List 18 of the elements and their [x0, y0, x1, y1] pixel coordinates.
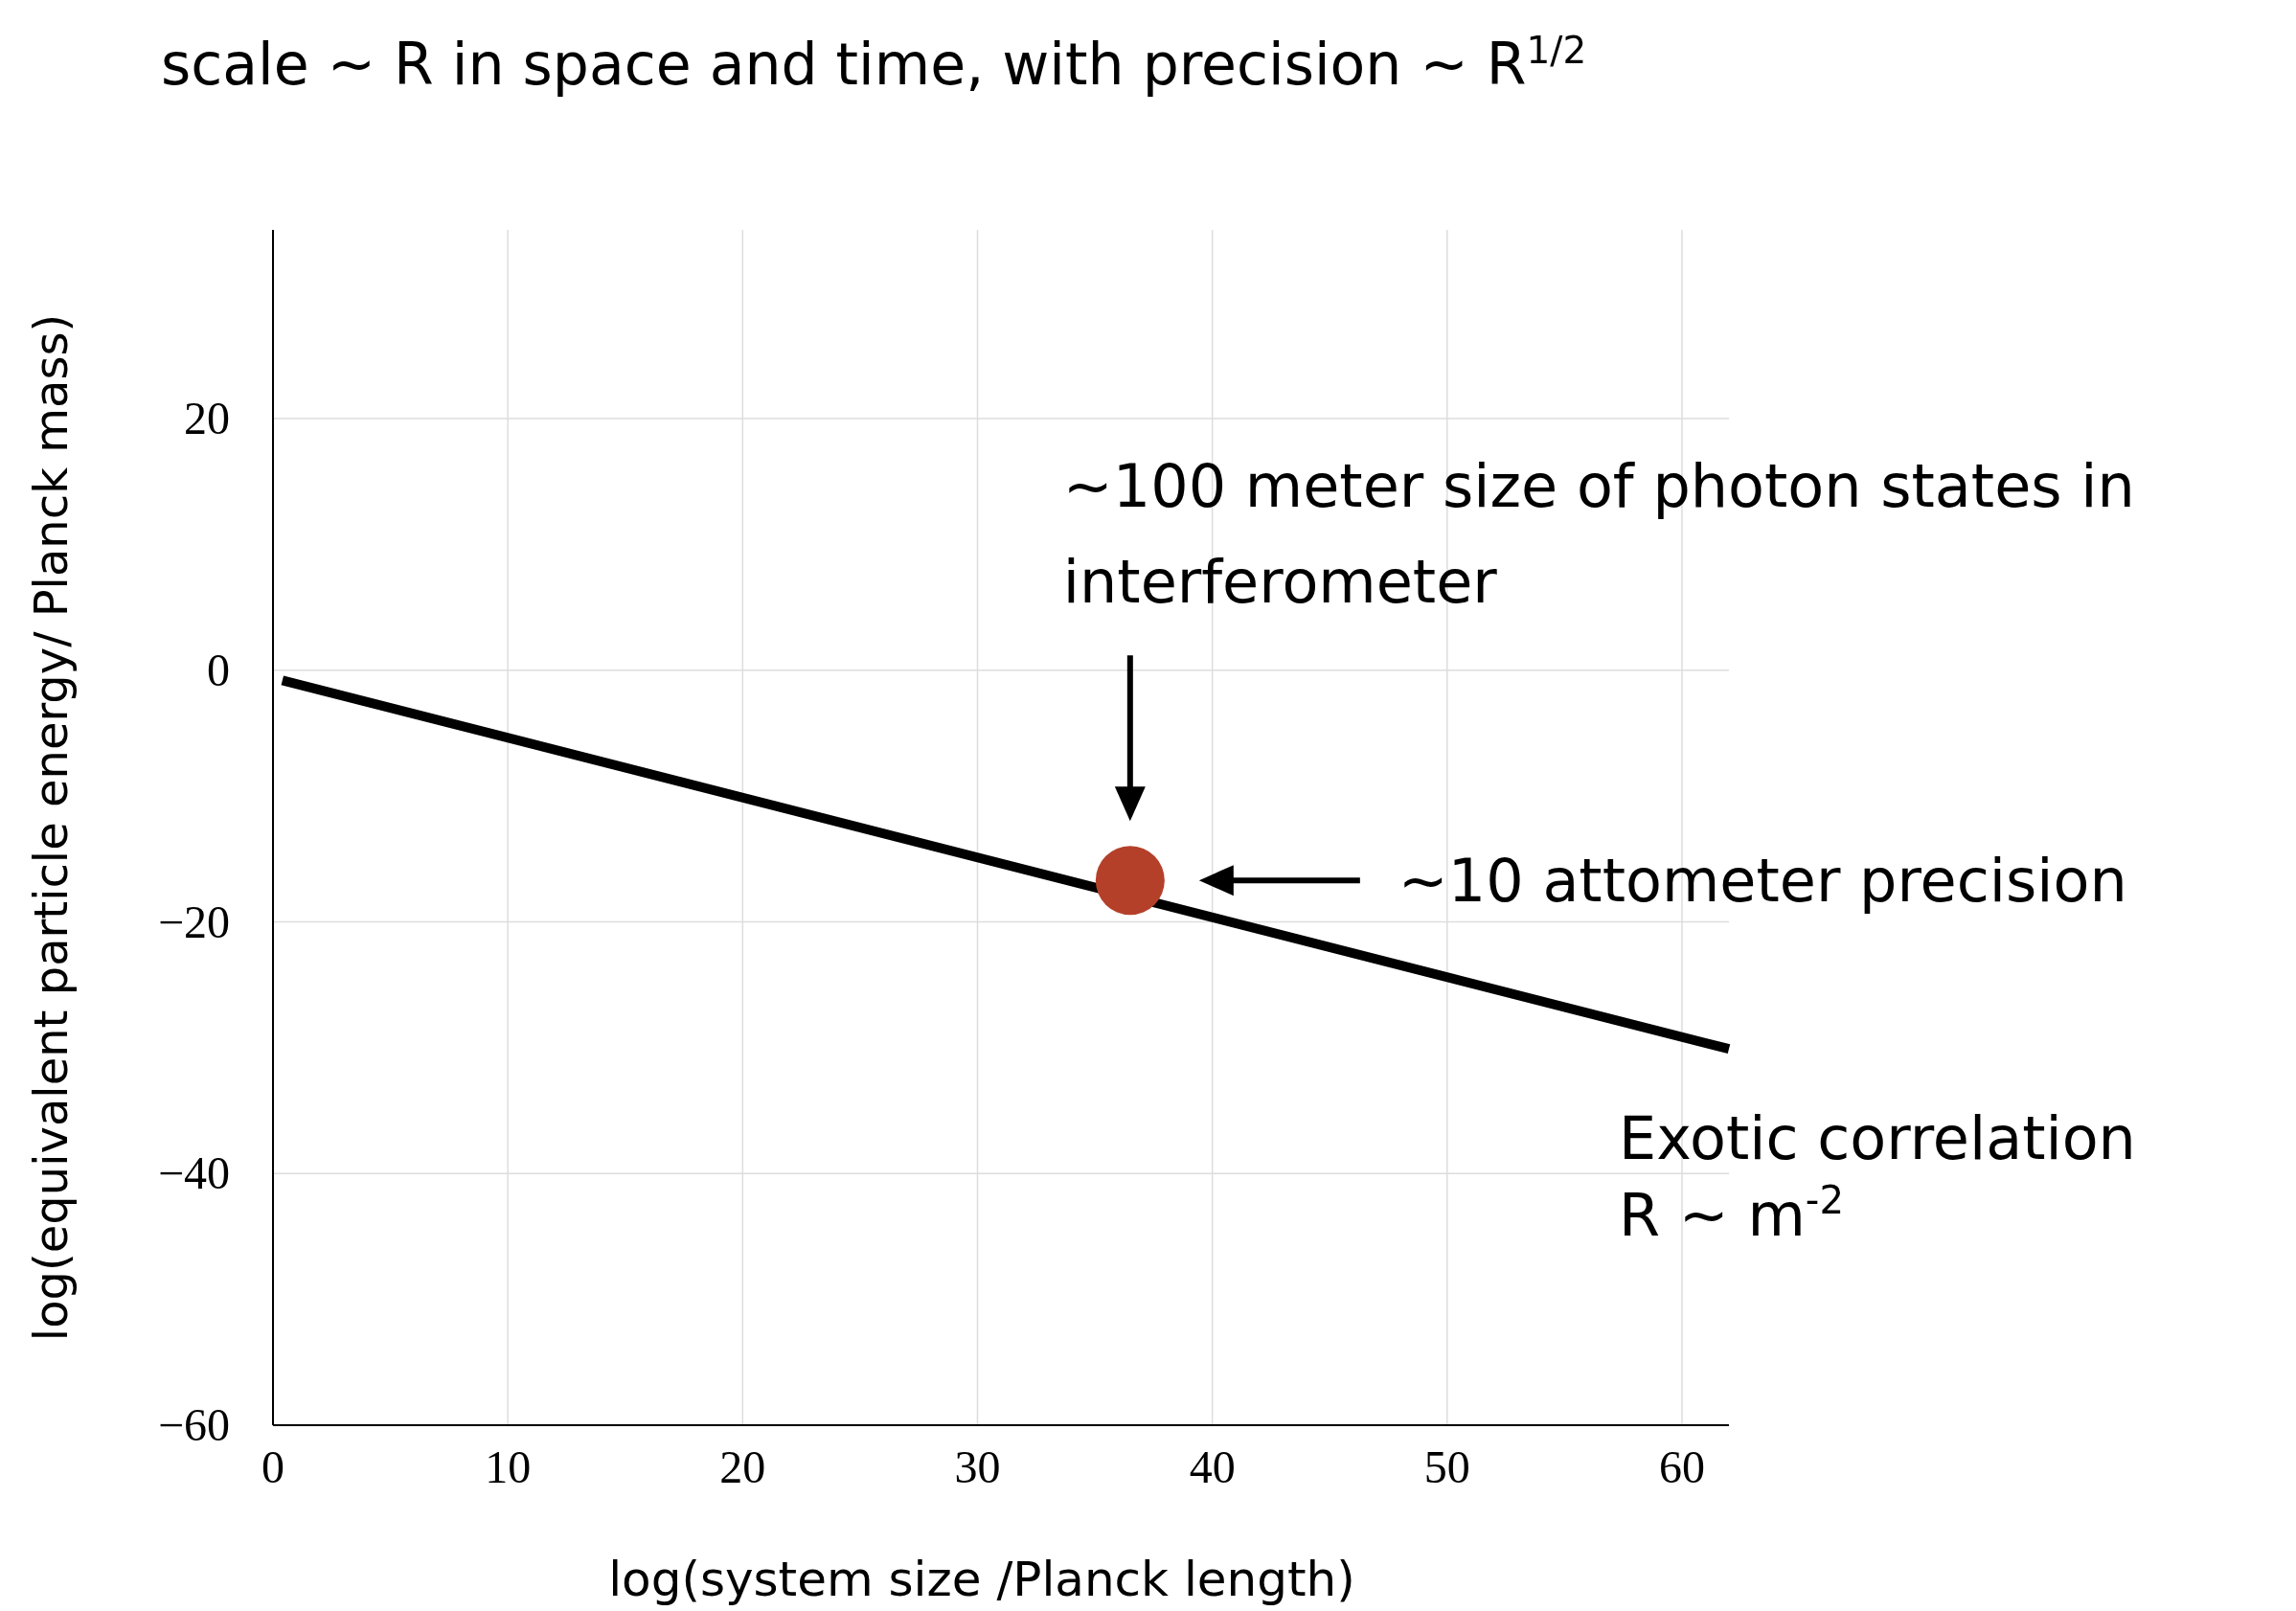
x-tick-label: 30	[954, 1441, 1001, 1492]
annotation: ~100 meter size of photon states in interferometer	[1062, 451, 2135, 618]
y-axis-title: log(equivalent particle energy/ Planck mass)	[24, 313, 78, 1342]
x-tick-label: 60	[1658, 1441, 1705, 1492]
x-tick-label: 40	[1189, 1441, 1236, 1492]
x-tick-label: 10	[485, 1441, 532, 1492]
x-tick-label: 50	[1423, 1441, 1470, 1492]
x-axis-title: log(system size /Planck length)	[608, 1552, 1355, 1607]
y-tick-label: −60	[157, 1399, 230, 1450]
y-tick-label: 20	[184, 393, 230, 444]
chart-title: scale ~ R in space and time, with precision ~ R$^{1/2}$	[161, 28, 1587, 98]
annotation: ~10 attometer precision	[1398, 846, 2127, 917]
y-tick-label: 0	[207, 644, 230, 695]
y-tick-label: −20	[157, 896, 230, 947]
x-tick-label: 20	[719, 1441, 766, 1492]
x-tick-label: 0	[261, 1441, 284, 1492]
y-tick-label: −40	[157, 1147, 230, 1199]
series-label: Exotic correlation R ~ m$^{-2}$	[1619, 1103, 2136, 1251]
